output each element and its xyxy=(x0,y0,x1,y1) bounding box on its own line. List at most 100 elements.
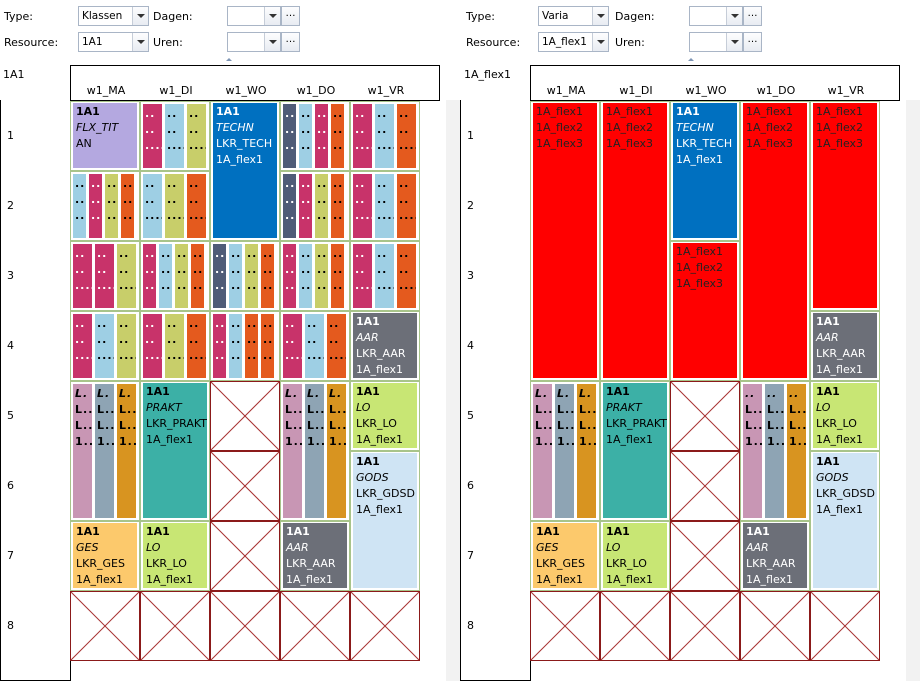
lesson-block-narrow[interactable]: ........ xyxy=(314,103,329,169)
chevron-down-icon[interactable] xyxy=(264,33,280,51)
dagen-select[interactable] xyxy=(227,6,281,26)
lesson-block-narrow[interactable]: ........ xyxy=(142,313,163,379)
lesson-group[interactable] xyxy=(140,241,210,311)
lesson-block-narrow[interactable]: ........ xyxy=(326,313,347,379)
lesson-group[interactable] xyxy=(350,171,420,241)
chevron-down-icon[interactable] xyxy=(132,33,148,51)
lesson-group[interactable] xyxy=(140,311,210,381)
empty-slot[interactable] xyxy=(350,591,420,661)
lesson-block-narrow[interactable]: ........ xyxy=(190,243,205,309)
chevron-down-icon[interactable] xyxy=(726,33,742,51)
lesson-block-narrow[interactable]: ........ xyxy=(298,173,313,239)
lesson-block-narrow[interactable]: ........ xyxy=(228,313,243,379)
lesson-block-narrow[interactable]: ........ xyxy=(228,243,243,309)
lesson-block-narrow[interactable]: ........ xyxy=(244,243,259,309)
day-header-wo[interactable]: w1_WO xyxy=(685,84,727,97)
lesson-block-narrow[interactable]: ........ xyxy=(298,243,313,309)
lesson-block[interactable]: 1A1 GODS LKR_GDSD 1A_flex1 xyxy=(812,452,878,589)
dagen-ellipsis-button[interactable]: … xyxy=(281,6,300,26)
lesson-group[interactable] xyxy=(280,241,350,311)
lesson-block[interactable]: 1A1 AAR LKR_AAR 1A_flex1 xyxy=(812,312,878,379)
splitter-arrow-icon[interactable] xyxy=(688,58,708,62)
day-header-do[interactable]: w1_DO xyxy=(296,84,336,97)
lesson-group[interactable] xyxy=(350,241,420,311)
lesson-block[interactable]: 1A1 LO LKR_LO 1A_flex1 xyxy=(352,382,418,449)
chevron-down-icon[interactable] xyxy=(592,33,608,51)
lesson-block-narrow[interactable]: ........ xyxy=(142,243,157,309)
lesson-block-narrow[interactable]: ........ xyxy=(116,243,137,309)
lesson-block-narrow[interactable]: ........ xyxy=(352,243,373,309)
lesson-group[interactable] xyxy=(280,381,350,521)
lesson-block-narrow[interactable]: L. L.. L.. 1.. xyxy=(116,383,137,519)
dagen-select[interactable] xyxy=(689,6,743,26)
lesson-block-narrow[interactable]: ........ xyxy=(158,243,173,309)
lesson-group[interactable] xyxy=(210,311,280,381)
lesson-block-narrow[interactable]: ........ xyxy=(396,173,417,239)
lesson-block-narrow[interactable]: ........ xyxy=(330,243,345,309)
day-header-di[interactable]: w1_DI xyxy=(159,84,193,97)
lesson-group[interactable] xyxy=(280,101,350,171)
lesson-group[interactable] xyxy=(70,241,140,311)
lesson-block-narrow[interactable]: ........ xyxy=(352,103,373,169)
empty-slot[interactable] xyxy=(670,451,740,521)
empty-slot[interactable] xyxy=(670,591,740,661)
lesson-block-narrow[interactable]: ........ xyxy=(72,313,93,379)
lesson-block-narrow[interactable]: ........ xyxy=(374,243,395,309)
lesson-block-narrow[interactable]: ........ xyxy=(314,173,329,239)
lesson-block[interactable]: 1A1 LO LKR_LO 1A_flex1 xyxy=(142,522,208,589)
empty-slot[interactable] xyxy=(140,591,210,661)
lesson-block[interactable]: 1A1 GES LKR_GES 1A_flex1 xyxy=(72,522,138,589)
lesson-block[interactable]: 1A1 GES LKR_GES 1A_flex1 xyxy=(532,522,598,589)
lesson-block-narrow[interactable]: ........ xyxy=(212,313,227,379)
lesson-block[interactable]: 1A1 AAR LKR_AAR 1A_flex1 xyxy=(282,522,348,589)
empty-slot[interactable] xyxy=(210,451,280,521)
uren-select[interactable] xyxy=(689,32,743,52)
lesson-block-narrow[interactable]: ........ xyxy=(282,173,297,239)
lesson-group[interactable] xyxy=(140,101,210,171)
lesson-block-narrow[interactable]: ........ xyxy=(396,243,417,309)
lesson-group[interactable] xyxy=(280,311,350,381)
type-select[interactable]: Klassen xyxy=(78,6,149,26)
lesson-group[interactable] xyxy=(70,381,140,521)
lesson-block-narrow[interactable]: L. L.. L.. 1.. xyxy=(72,383,93,519)
lesson-block[interactable]: 1A1 PRAKT LKR_PRAKT 1A_flex1 xyxy=(602,382,668,519)
lesson-block-narrow[interactable]: ........ xyxy=(282,243,297,309)
lesson-block-narrow[interactable]: ........ xyxy=(174,243,189,309)
chevron-down-icon[interactable] xyxy=(726,7,742,25)
lesson-block[interactable]: 1A_flex1 1A_flex2 1A_flex3 xyxy=(742,102,808,379)
lesson-block[interactable]: 1A1 LO LKR_LO 1A_flex1 xyxy=(602,522,668,589)
lesson-block-narrow[interactable]: ........ xyxy=(72,243,93,309)
lesson-block[interactable]: 1A_flex1 1A_flex2 1A_flex3 xyxy=(532,102,598,379)
empty-slot[interactable] xyxy=(210,381,280,451)
lesson-group[interactable] xyxy=(530,381,600,521)
resource-select[interactable]: 1A1 xyxy=(78,32,149,52)
chevron-down-icon[interactable] xyxy=(264,7,280,25)
lesson-block-narrow[interactable]: ........ xyxy=(314,243,329,309)
vertical-scrollbar[interactable] xyxy=(446,100,460,681)
day-header-wo[interactable]: w1_WO xyxy=(225,84,267,97)
lesson-block-narrow[interactable]: ........ xyxy=(282,103,297,169)
lesson-block-narrow[interactable]: ........ xyxy=(186,103,207,169)
lesson-block[interactable]: 1A_flex1 1A_flex2 1A_flex3 xyxy=(672,242,738,379)
day-header-di[interactable]: w1_DI xyxy=(619,84,653,97)
empty-slot[interactable] xyxy=(810,591,880,661)
empty-slot[interactable] xyxy=(670,381,740,451)
lesson-block[interactable]: 1A1 FLX_TIT AN xyxy=(72,102,138,169)
lesson-group[interactable] xyxy=(70,171,140,241)
chevron-down-icon[interactable] xyxy=(132,7,148,25)
lesson-block-narrow[interactable]: L. L.. L.. 1.. xyxy=(282,383,303,519)
lesson-block[interactable]: 1A_flex1 1A_flex2 1A_flex3 xyxy=(812,102,878,309)
lesson-group[interactable] xyxy=(140,171,210,241)
lesson-block-narrow[interactable]: .. L.. L.. 1.. xyxy=(764,383,785,519)
lesson-block-narrow[interactable]: ........ xyxy=(186,173,207,239)
lesson-block-narrow[interactable]: L. L.. L.. 1.. xyxy=(304,383,325,519)
empty-slot[interactable] xyxy=(70,591,140,661)
empty-slot[interactable] xyxy=(210,521,280,591)
lesson-block[interactable]: 1A1 TECHN LKR_TECH 1A_flex1 xyxy=(672,102,738,239)
empty-slot[interactable] xyxy=(670,521,740,591)
lesson-block[interactable]: 1A1 AAR LKR_AAR 1A_flex1 xyxy=(352,312,418,379)
lesson-block-narrow[interactable]: ........ xyxy=(212,243,227,309)
lesson-block-narrow[interactable]: ........ xyxy=(374,103,395,169)
lesson-block-narrow[interactable]: .. L.. L.. 1.. xyxy=(786,383,807,519)
lesson-block-narrow[interactable]: ........ xyxy=(244,313,259,379)
